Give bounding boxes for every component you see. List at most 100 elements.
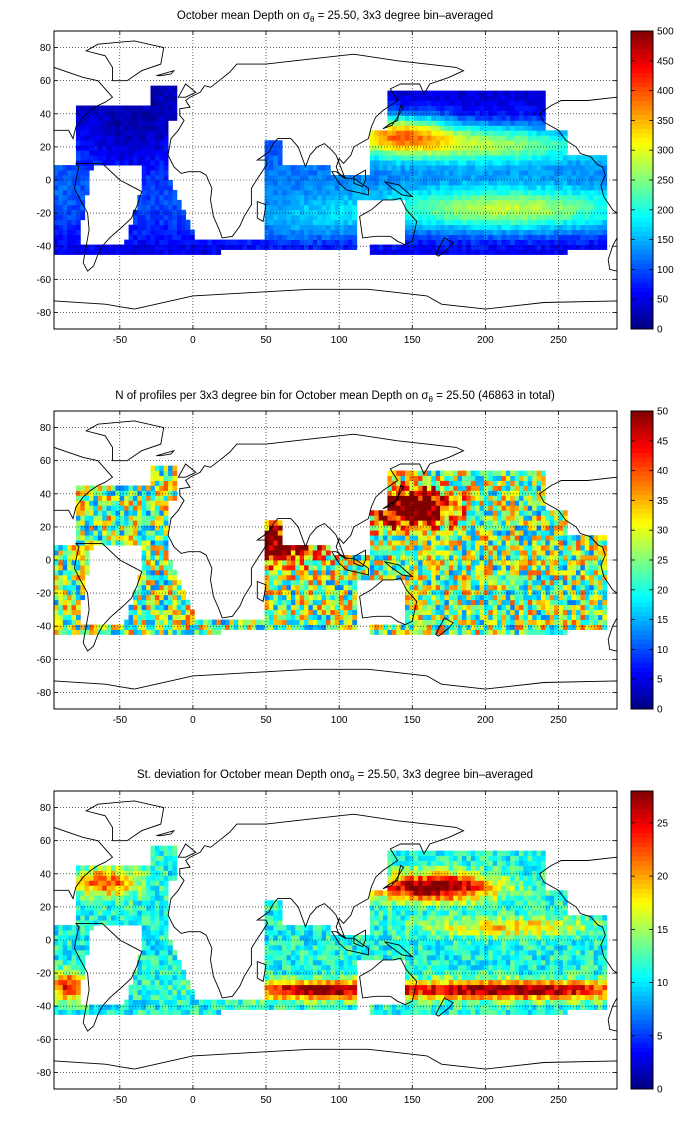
colorbar-segment: [631, 263, 653, 269]
heatmap-cell: [440, 614, 445, 620]
heatmap-cell: [435, 229, 441, 236]
heatmap-cell: [159, 145, 165, 151]
heatmap-cell: [211, 239, 217, 245]
heatmap-cell: [532, 619, 537, 625]
heatmap-cell: [312, 555, 318, 561]
heatmap-cell: [141, 130, 147, 136]
heatmap-cell: [545, 229, 551, 236]
heatmap-cell: [519, 145, 524, 151]
heatmap-cell: [409, 244, 415, 250]
heatmap-cell: [435, 589, 441, 596]
heatmap-cell: [146, 175, 151, 181]
heatmap-cell: [347, 199, 353, 206]
heatmap-cell: [475, 495, 480, 501]
heatmap-cell: [510, 520, 516, 526]
heatmap-cell: [58, 555, 64, 561]
heatmap-cell: [396, 564, 401, 571]
heatmap-cell: [115, 115, 121, 121]
heatmap-cell: [181, 609, 187, 616]
heatmap-cell: [325, 560, 331, 566]
heatmap-cell: [387, 194, 393, 201]
heatmap-cell: [540, 120, 546, 126]
heatmap-cell: [470, 209, 476, 216]
heatmap-cell: [62, 194, 68, 201]
heatmap-cell: [334, 579, 340, 586]
heatmap-cell: [426, 525, 432, 531]
heatmap-cell: [325, 204, 331, 211]
heatmap-cell: [146, 589, 151, 596]
heatmap-cell: [404, 629, 410, 635]
heatmap-cell: [150, 589, 156, 596]
heatmap-cell: [510, 490, 516, 496]
heatmap-cell: [418, 130, 423, 136]
heatmap-cell: [268, 184, 274, 191]
heatmap-cell: [466, 234, 472, 240]
heatmap-cell: [418, 219, 423, 226]
heatmap-cell: [168, 180, 173, 186]
heatmap-cell: [141, 555, 147, 561]
heatmap-cell: [523, 120, 529, 126]
heatmap-cell: [352, 229, 358, 236]
heatmap-cell: [444, 470, 450, 476]
heatmap-cell: [567, 209, 573, 216]
heatmap-cell: [457, 90, 463, 96]
heatmap-cell: [268, 624, 274, 630]
heatmap-cell: [387, 550, 393, 556]
heatmap-cell: [514, 175, 520, 181]
heatmap-cell: [233, 619, 239, 625]
heatmap-cell: [514, 589, 520, 596]
heatmap-cell: [532, 530, 537, 536]
heatmap-cell: [132, 594, 138, 601]
heatmap-cell: [580, 204, 586, 211]
heatmap-cell: [159, 604, 165, 611]
heatmap-cell: [154, 219, 160, 226]
heatmap-cell: [154, 105, 160, 111]
heatmap-cell: [163, 209, 169, 216]
heatmap-cell: [475, 540, 480, 546]
heatmap-cell: [483, 135, 489, 141]
heatmap-cell: [540, 525, 546, 531]
heatmap-cell: [339, 239, 344, 245]
heatmap-cell: [510, 475, 516, 481]
heatmap-cell: [435, 480, 441, 486]
heatmap-cell: [448, 490, 454, 496]
heatmap-cell: [154, 209, 160, 216]
heatmap-cell: [93, 495, 99, 501]
heatmap-cell: [356, 184, 362, 191]
heatmap-cell: [475, 515, 480, 521]
heatmap-cell: [532, 165, 537, 171]
heatmap-cell: [264, 599, 270, 606]
heatmap-cell: [391, 140, 397, 146]
heatmap-cell: [255, 624, 261, 630]
heatmap-cell: [431, 564, 437, 571]
heatmap-cell: [317, 569, 323, 576]
heatmap-cell: [106, 495, 112, 501]
heatmap-cell: [290, 619, 296, 625]
heatmap-cell: [562, 175, 568, 181]
heatmap-cell: [470, 594, 476, 601]
heatmap-cell: [466, 160, 472, 166]
heatmap-cell: [168, 249, 173, 255]
heatmap-cell: [536, 155, 542, 161]
heatmap-cell: [505, 530, 511, 536]
heatmap-cell: [124, 624, 129, 630]
heatmap-cell: [304, 199, 309, 206]
heatmap-cell: [444, 115, 450, 121]
heatmap-cell: [163, 555, 169, 561]
heatmap-cell: [501, 594, 507, 601]
heatmap-cell: [422, 204, 428, 211]
heatmap-cell: [497, 599, 502, 606]
heatmap-cell: [268, 530, 274, 536]
heatmap-cell: [448, 470, 454, 476]
heatmap-cell: [141, 170, 147, 176]
heatmap-cell: [264, 535, 270, 541]
heatmap-cell: [532, 160, 537, 166]
heatmap-cell: [312, 239, 318, 245]
heatmap-cell: [497, 199, 502, 206]
heatmap-cell: [62, 629, 68, 635]
heatmap-cell: [536, 500, 542, 506]
heatmap-cell: [527, 584, 533, 591]
heatmap-cell: [562, 244, 568, 250]
heatmap-cell: [58, 234, 64, 240]
heatmap-cell: [492, 180, 498, 186]
